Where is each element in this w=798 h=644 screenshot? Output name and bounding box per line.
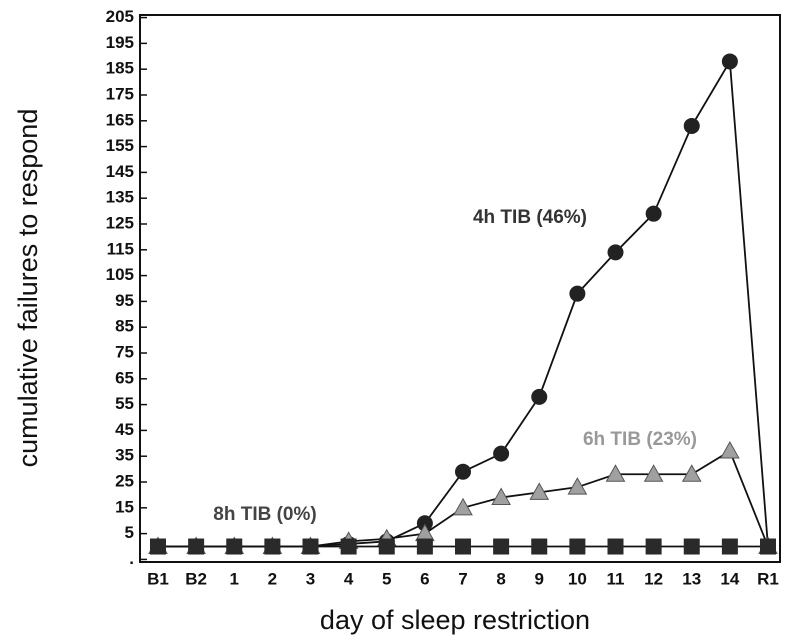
point bbox=[493, 538, 510, 555]
point bbox=[264, 538, 281, 555]
point bbox=[453, 497, 473, 516]
x-tick-label: 14 bbox=[720, 569, 739, 588]
y-tick-label: 75 bbox=[115, 342, 134, 361]
y-tick-label: 45 bbox=[115, 420, 134, 439]
point bbox=[491, 487, 511, 505]
point bbox=[188, 538, 205, 555]
point bbox=[455, 538, 471, 555]
point bbox=[681, 464, 702, 482]
x-tick-label: 5 bbox=[382, 569, 391, 588]
x-axis-label: day of sleep restriction bbox=[320, 605, 590, 635]
y-tick-label: 5 bbox=[125, 523, 134, 542]
point bbox=[531, 538, 548, 555]
point bbox=[416, 538, 433, 555]
point bbox=[643, 464, 664, 482]
x-tick-label: 12 bbox=[644, 569, 663, 588]
x-tick-label: R1 bbox=[757, 569, 779, 588]
point bbox=[567, 477, 588, 495]
point bbox=[721, 538, 738, 555]
series-label: 6h TIB (23%) bbox=[583, 429, 697, 450]
plot-frame bbox=[139, 14, 781, 563]
point bbox=[683, 538, 700, 555]
y-tick-label: 55 bbox=[115, 394, 134, 413]
point bbox=[150, 538, 166, 555]
y-tick-label: 35 bbox=[115, 446, 134, 465]
y-axis-label: cumulative failures to respond bbox=[13, 109, 43, 468]
y-tick-label: 25 bbox=[115, 471, 134, 490]
point bbox=[607, 538, 624, 555]
x-tick-label: 10 bbox=[568, 569, 587, 588]
y-tick-label: 195 bbox=[106, 33, 134, 52]
point bbox=[529, 482, 550, 500]
y-tick-label: 165 bbox=[106, 110, 134, 129]
series-label: 8h TIB (0%) bbox=[213, 504, 316, 525]
y-tick-label: 95 bbox=[115, 291, 134, 310]
y-tick-label: 145 bbox=[106, 162, 134, 181]
x-tick-label: B1 bbox=[147, 569, 169, 588]
point bbox=[683, 117, 700, 134]
y-tick-label: 175 bbox=[106, 84, 134, 103]
x-tick-label: 3 bbox=[306, 569, 315, 588]
point bbox=[760, 538, 776, 555]
y-tick-label: 115 bbox=[107, 239, 134, 258]
point bbox=[721, 53, 738, 70]
x-tick-label: 9 bbox=[535, 569, 544, 588]
y-tick-label: 125 bbox=[106, 213, 134, 232]
x-tick-label: B2 bbox=[185, 569, 207, 588]
point bbox=[226, 538, 243, 555]
x-tick-label: 1 bbox=[230, 569, 239, 588]
point bbox=[340, 538, 357, 555]
point bbox=[645, 538, 662, 555]
series-label: 4h TIB (46%) bbox=[473, 207, 587, 228]
point bbox=[569, 538, 586, 555]
y-tick-label: 85 bbox=[115, 317, 134, 336]
y-tick-label: 155 bbox=[106, 136, 134, 155]
y-tick-label: 65 bbox=[115, 368, 134, 387]
point bbox=[605, 464, 626, 482]
x-tick-label: 4 bbox=[344, 569, 354, 588]
y-tick-label: . bbox=[129, 549, 134, 568]
x-tick-label: 2 bbox=[268, 569, 277, 588]
point bbox=[378, 538, 395, 555]
y-tick-label: 185 bbox=[106, 59, 134, 78]
point bbox=[531, 388, 548, 405]
y-tick-label: 105 bbox=[106, 265, 134, 284]
point bbox=[302, 538, 319, 555]
point bbox=[455, 463, 471, 480]
x-tick-label: 7 bbox=[458, 569, 467, 588]
x-tick-label: 11 bbox=[607, 569, 625, 588]
point bbox=[493, 445, 510, 462]
point bbox=[720, 441, 740, 459]
point bbox=[645, 205, 662, 222]
point bbox=[569, 285, 586, 302]
point bbox=[607, 244, 624, 261]
x-tick-label: 8 bbox=[496, 569, 505, 588]
x-tick-label: 13 bbox=[682, 569, 701, 588]
point bbox=[416, 515, 433, 532]
y-tick-label: 135 bbox=[106, 188, 134, 207]
x-tick-label: 6 bbox=[420, 569, 429, 588]
y-tick-label: 15 bbox=[115, 497, 134, 516]
y-tick-label: 205 bbox=[106, 7, 134, 26]
